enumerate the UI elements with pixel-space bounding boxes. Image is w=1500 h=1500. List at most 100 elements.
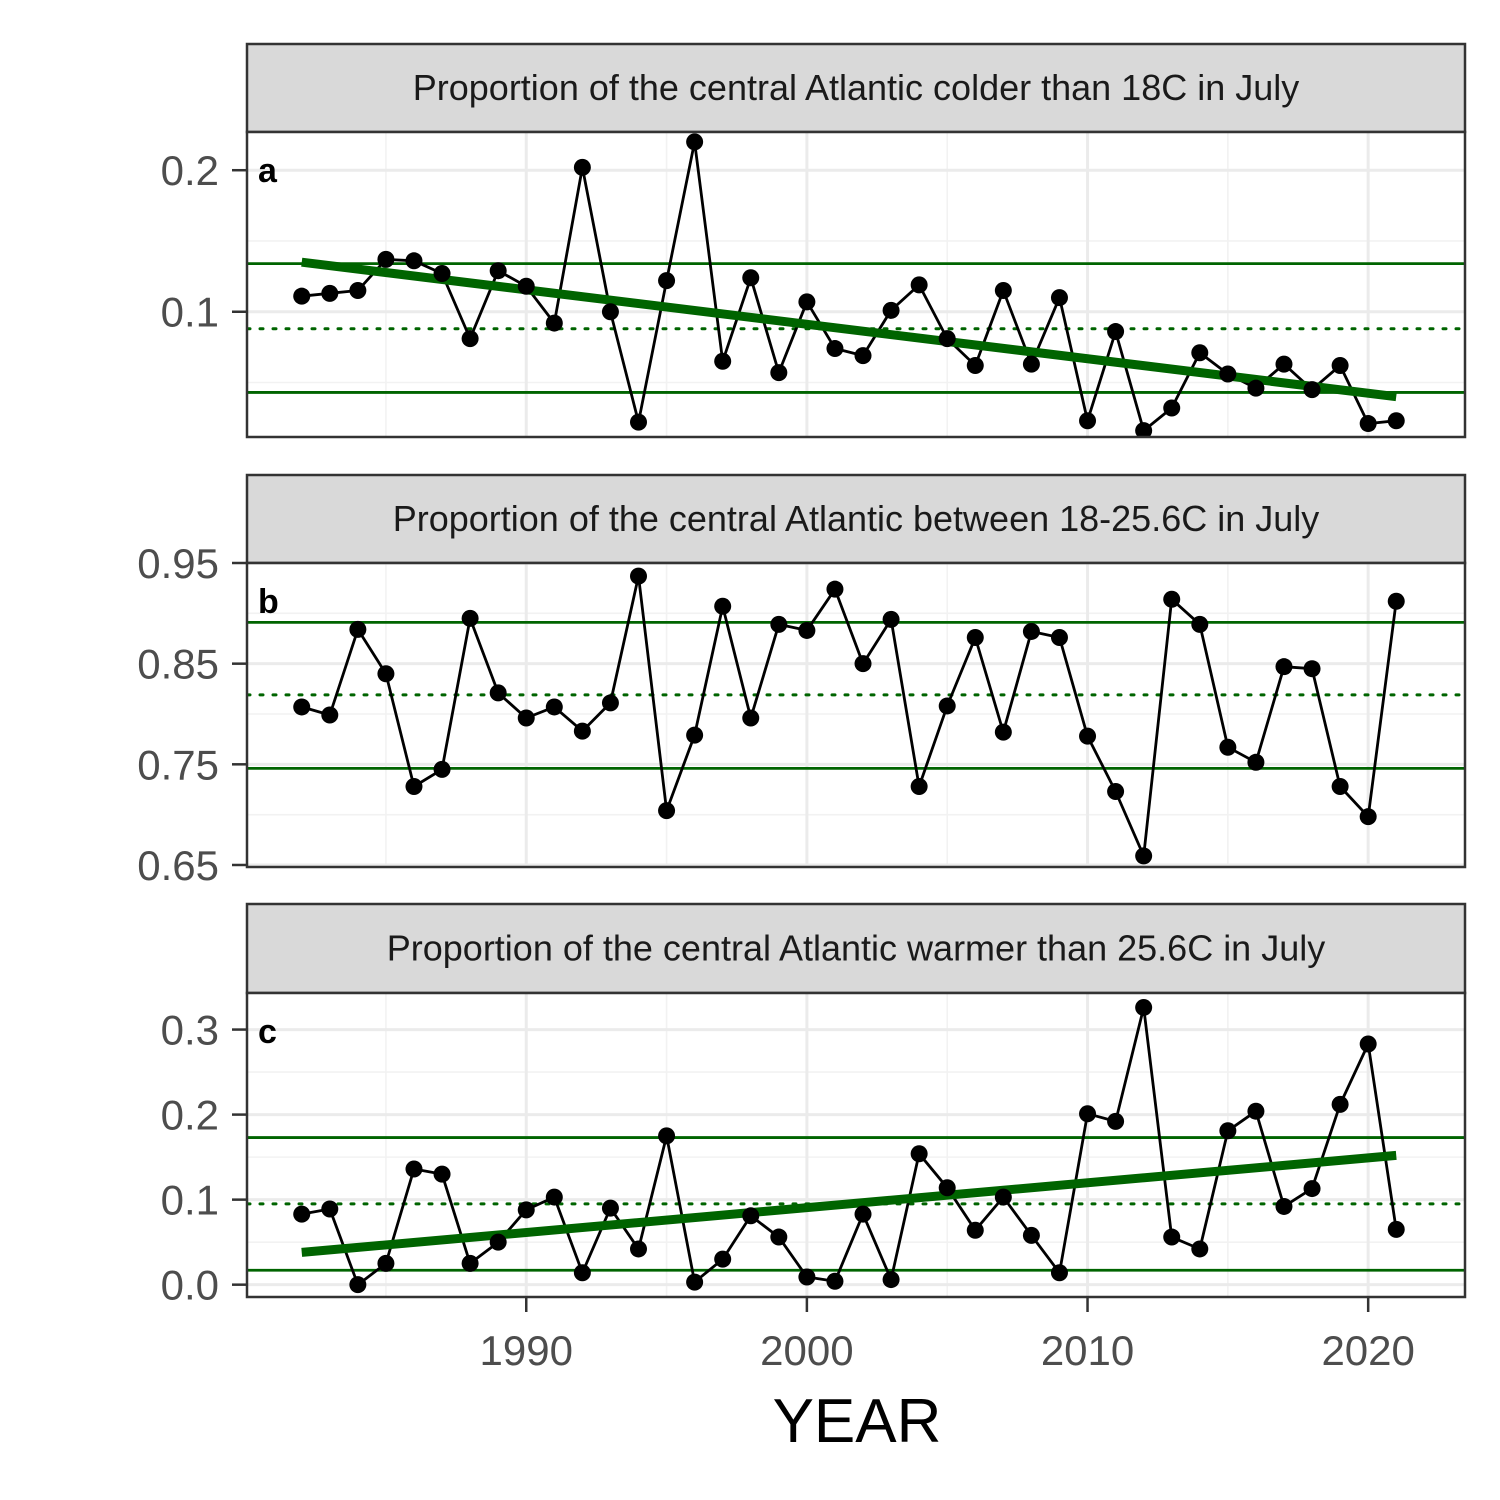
data-point (1107, 323, 1125, 341)
data-point (966, 357, 984, 375)
panel-label: a (258, 152, 278, 190)
data-point (461, 609, 479, 627)
data-point (826, 580, 844, 598)
series-line (301, 140, 1397, 433)
data-point (377, 250, 395, 268)
data-point (854, 1205, 872, 1223)
panel-b: Proportion of the central Atlantic betwe… (137, 473, 1467, 889)
data-point (461, 1254, 479, 1272)
panel-border (245, 991, 1467, 1299)
panel-strip (245, 902, 1467, 995)
data-point (770, 1228, 788, 1246)
panel-label: b (258, 583, 279, 621)
data-point (1163, 399, 1181, 417)
panel-data (247, 998, 1465, 1294)
data-point (321, 284, 339, 302)
data-point (938, 330, 956, 348)
data-point (1050, 1264, 1068, 1282)
data-point (573, 722, 591, 740)
data-point (686, 1273, 704, 1291)
data-point (293, 698, 311, 716)
data-point (798, 1268, 816, 1286)
data-point (1107, 783, 1125, 801)
data-point (1247, 379, 1265, 397)
data-point (545, 1188, 563, 1206)
data-point (1359, 415, 1377, 433)
data-point (1331, 1095, 1349, 1113)
data-point (349, 620, 367, 638)
panel-background (247, 993, 1465, 1297)
data-point (910, 276, 928, 294)
data-point (601, 1199, 619, 1217)
panel-strip-title: Proportion of the central Atlantic warme… (387, 928, 1325, 969)
y-tick-label: 0.1 (161, 1177, 219, 1224)
data-point (1079, 1105, 1097, 1123)
panel-border (245, 130, 1467, 439)
data-point (1387, 412, 1405, 430)
data-point (658, 1127, 676, 1145)
data-point (489, 684, 507, 702)
data-point (377, 665, 395, 683)
x-axis: 1990 2000 2010 2020 (480, 1297, 1415, 1374)
x-axis-title: YEAR (773, 1387, 942, 1456)
data-point (349, 282, 367, 300)
data-point (882, 301, 900, 319)
data-point (770, 364, 788, 382)
panel-data (247, 133, 1465, 437)
data-point (798, 293, 816, 311)
data-point (433, 760, 451, 778)
data-point (798, 621, 816, 639)
data-point (1079, 412, 1097, 430)
data-point (1050, 289, 1068, 307)
data-point (854, 655, 872, 673)
data-point (994, 723, 1012, 741)
data-point (1050, 628, 1068, 646)
data-point (1219, 1122, 1237, 1140)
data-point (1022, 1226, 1040, 1244)
panel-grid (247, 132, 1465, 437)
data-point (293, 287, 311, 305)
data-point (966, 628, 984, 646)
panel-data (247, 567, 1465, 865)
x-tick-label: 2010 (1041, 1327, 1134, 1374)
data-point (714, 352, 732, 370)
x-tick-label: 2020 (1321, 1327, 1414, 1374)
data-point (1079, 727, 1097, 745)
data-point (601, 694, 619, 712)
data-point (910, 1145, 928, 1163)
data-point (686, 726, 704, 744)
panel-a: Proportion of the central Atlantic colde… (161, 42, 1467, 439)
panel-c: Proportion of the central Atlantic warme… (161, 902, 1467, 1309)
data-point (686, 133, 704, 151)
data-point (994, 282, 1012, 300)
data-point (1191, 615, 1209, 633)
data-point (630, 413, 647, 431)
data-point (1331, 777, 1349, 795)
data-point (714, 1250, 732, 1268)
x-tick-label: 1990 (480, 1327, 573, 1374)
data-point (1387, 1220, 1405, 1238)
data-point (601, 303, 619, 321)
data-point (1191, 344, 1209, 362)
data-point (517, 709, 535, 727)
data-point (658, 272, 676, 290)
data-point (770, 615, 788, 633)
data-point (994, 1188, 1012, 1206)
data-point (742, 269, 760, 287)
data-point (377, 1254, 395, 1272)
data-point (630, 567, 647, 585)
y-tick-label: 0.1 (161, 289, 219, 336)
panel-background (247, 563, 1465, 867)
data-point (405, 777, 423, 795)
data-point (1107, 1112, 1125, 1130)
trend-line (301, 1150, 1397, 1257)
x-tick-label: 2000 (760, 1327, 853, 1374)
y-tick-label: 0.65 (137, 842, 219, 889)
data-point (1219, 738, 1237, 756)
data-point (545, 314, 563, 332)
y-tick-label: 0.2 (161, 1092, 219, 1139)
data-point (433, 265, 451, 283)
data-point (1359, 808, 1377, 826)
data-point (349, 1276, 367, 1294)
data-point (1163, 1228, 1181, 1246)
